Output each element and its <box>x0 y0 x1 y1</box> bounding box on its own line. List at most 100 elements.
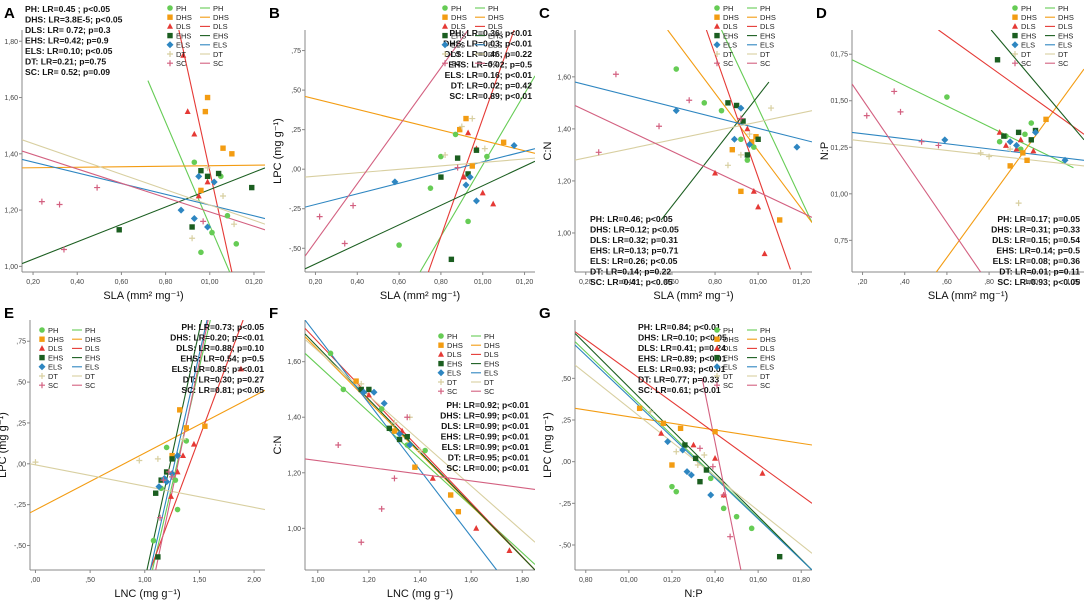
x-tick-label: ,00 <box>31 577 41 584</box>
point-EHS <box>692 455 699 462</box>
stats-line: SC: LR=0.00; p<0.01 <box>446 463 529 473</box>
regression-line-DT <box>575 110 812 161</box>
point-PH <box>1022 131 1028 138</box>
legend-marker-EHS <box>714 354 720 361</box>
x-tick-label: ,50 <box>85 577 95 584</box>
point-DLS <box>465 129 472 136</box>
point-ELS <box>177 206 185 214</box>
chart-B: 0,20 0,40 0,60 0,80 01,00 01,20 -,50 -,25 ,00 ,25… <box>269 4 535 302</box>
point-DT <box>231 221 238 228</box>
y-tick-label: 01,50 <box>830 98 848 105</box>
point-SC <box>696 445 703 452</box>
point-EHS <box>189 224 195 230</box>
point-DT <box>647 408 654 415</box>
x-axis-label: LNC (mg g⁻¹) <box>114 588 180 600</box>
legend-marker-DT <box>167 51 173 57</box>
stats-line: DLS: LR=0.32; p=0.31 <box>590 235 678 245</box>
regression-lines <box>305 30 535 272</box>
legend-label-EHS: EHS <box>1021 31 1036 40</box>
point-DHS <box>1043 116 1049 123</box>
point-ELS <box>664 438 672 446</box>
legend-line-label-SC: SC <box>484 387 495 396</box>
chart-C: 0,20 0,40 0,60 0,80 01,00 01,20 1,00 1,20 1,40 1,… <box>539 4 812 302</box>
point-SC <box>350 202 357 209</box>
stats-line: DLS: LR=0.88; p=0.10 <box>176 343 264 353</box>
point-DLS <box>506 547 513 553</box>
panel-B: 0,20 0,40 0,60 0,80 01,00 01,20 -,50 -,25 ,00 ,25… <box>265 0 535 302</box>
x-tick-label: ,80 <box>984 279 994 286</box>
y-tick-label: 01,75 <box>830 52 848 59</box>
x-tick-label: 0,80 <box>159 279 173 286</box>
point-DHS <box>729 146 735 153</box>
point-PH <box>172 477 179 483</box>
regression-line-DT <box>22 139 265 225</box>
stats-line: SC: LR=0.93; p<0.05 <box>997 277 1080 287</box>
legend-label-EHS: EHS <box>447 359 462 368</box>
point-PH <box>340 386 347 393</box>
point-DLS <box>429 475 436 481</box>
legend-marker-DLS <box>714 23 720 29</box>
data-points <box>863 57 1069 207</box>
point-DT <box>469 115 476 122</box>
regression-line-PH <box>419 75 535 272</box>
legend-line-label-SC: SC <box>488 59 499 68</box>
point-DLS <box>490 200 497 207</box>
stats-line: PH: LR=0.45 ; p<0.05 <box>25 4 110 14</box>
x-tick-label: 2,00 <box>247 577 261 584</box>
point-EHS <box>703 467 710 473</box>
legend-label-DHS: DHS <box>723 13 739 22</box>
legend-label-ELS: ELS <box>451 41 465 50</box>
legend-label-SC: SC <box>451 59 462 68</box>
regression-line-ELS <box>305 320 498 570</box>
panel-G: 0,80 01,00 01,20 01,40 01,60 01,80 -,50 -,25 ,00… <box>535 300 812 600</box>
regression-line-DT <box>30 463 265 511</box>
panel-D: ,20 ,40 ,60 ,80 1,00 1,20 0,75 01,00 01,25 01,50 0… <box>812 0 1084 302</box>
legend-label-PH: PH <box>1021 4 1031 13</box>
regression-line-DHS <box>305 95 535 154</box>
regression-line-DHS <box>935 68 1084 272</box>
y-tick-label: 1,40 <box>4 151 18 158</box>
point-ELS <box>679 446 687 454</box>
legend-line-label-PH: PH <box>760 326 770 335</box>
legend-label-PH: PH <box>723 4 733 13</box>
x-tick-label: 0,80 <box>434 279 448 286</box>
legend-label-DT: DT <box>451 50 461 59</box>
point-DLS <box>190 440 197 447</box>
legend-line-label-DHS: DHS <box>213 13 229 22</box>
data-points <box>32 365 244 560</box>
point-EHS <box>198 167 204 174</box>
point-DLS <box>195 192 202 199</box>
regression-line-SC <box>155 320 209 570</box>
point-DLS <box>191 130 198 137</box>
y-tick-label: 1,60 <box>287 359 301 366</box>
point-EHS <box>1001 133 1007 139</box>
regression-line-DLS <box>705 30 791 270</box>
point-EHS <box>438 174 444 180</box>
point-SC <box>378 505 385 512</box>
stats-line: ELS: LR=0.16; p<0.01 <box>445 70 533 80</box>
legend-marker-DT <box>714 373 720 379</box>
legend-line-label-EHS: EHS <box>760 31 775 40</box>
legend-label-DHS: DHS <box>48 335 64 344</box>
legend-line-label-DHS: DHS <box>1058 13 1074 22</box>
regression-line-DLS <box>149 320 244 570</box>
legend-marker-DHS <box>714 336 720 342</box>
legend-marker-DHS <box>39 336 45 342</box>
stats-line: ELS: LR=0.26; p<0.05 <box>590 256 678 266</box>
panel-label: D <box>816 5 827 22</box>
legend-marker-PH <box>167 5 173 11</box>
point-SC <box>94 184 101 191</box>
legend-marker-SC <box>714 60 720 67</box>
stats-line: SC: LR=0.61; p<0.01 <box>638 385 721 395</box>
stats-line: PH: LR=0.84; p<0.01 <box>638 322 721 332</box>
legend-marker-ELS <box>713 363 721 371</box>
regression-line-PH <box>147 80 231 272</box>
x-tick-label: 0,60 <box>665 279 679 286</box>
regression-line-DLS <box>575 331 812 504</box>
stats-line: ELS: LR=0.10; p<0.05 <box>25 46 113 56</box>
point-PH <box>996 138 1003 145</box>
point-EHS <box>215 170 222 177</box>
